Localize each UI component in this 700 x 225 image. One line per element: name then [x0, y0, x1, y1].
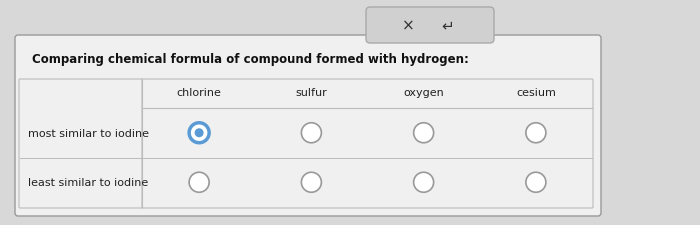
Text: least similar to iodine: least similar to iodine: [28, 178, 148, 187]
Text: cesium: cesium: [516, 88, 556, 98]
FancyBboxPatch shape: [141, 80, 593, 208]
Text: ↵: ↵: [442, 18, 454, 33]
Text: chlorine: chlorine: [176, 88, 222, 98]
Text: oxygen: oxygen: [403, 88, 444, 98]
FancyBboxPatch shape: [366, 8, 494, 44]
FancyBboxPatch shape: [15, 36, 601, 216]
Circle shape: [189, 173, 209, 192]
Circle shape: [195, 129, 204, 138]
Circle shape: [302, 123, 321, 143]
Circle shape: [302, 173, 321, 192]
Circle shape: [414, 123, 433, 143]
FancyBboxPatch shape: [19, 80, 142, 208]
Text: most similar to iodine: most similar to iodine: [28, 128, 149, 138]
Text: sulfur: sulfur: [295, 88, 328, 98]
Text: ×: ×: [402, 18, 414, 33]
Circle shape: [526, 123, 546, 143]
Circle shape: [414, 173, 433, 192]
Circle shape: [526, 173, 546, 192]
Text: Comparing chemical formula of compound formed with hydrogen:: Comparing chemical formula of compound f…: [32, 53, 469, 66]
Circle shape: [189, 123, 209, 143]
